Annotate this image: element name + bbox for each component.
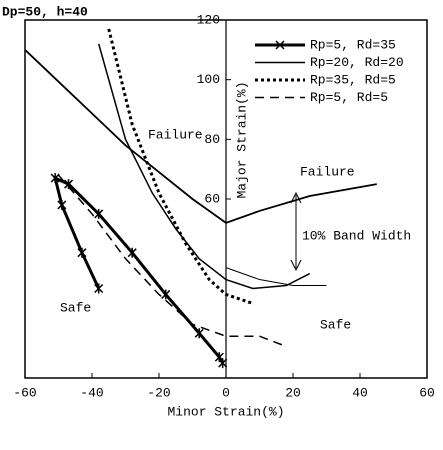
series-line	[24, 49, 377, 224]
series-line	[107, 28, 254, 305]
x-tick-label: -20	[147, 385, 170, 400]
legend-label: Rp=5, Rd=35	[310, 37, 396, 52]
marker	[127, 247, 137, 258]
marker	[161, 289, 171, 300]
chart-title: Dp=50, h=40	[2, 4, 88, 19]
y-tick-label: 120	[197, 12, 220, 27]
y-tick-label: 60	[204, 191, 220, 206]
legend-label: Rp=20, Rd=20	[310, 55, 404, 70]
series-line	[225, 267, 327, 287]
series-line	[57, 174, 284, 346]
legend-label: Rp=5, Rd=5	[310, 90, 388, 105]
x-tick-label: -60	[13, 385, 36, 400]
annotation: Safe	[320, 317, 351, 332]
x-tick-label: 60	[419, 385, 435, 400]
marker	[77, 247, 87, 258]
marker	[194, 328, 204, 339]
x-tick-label: 20	[285, 385, 301, 400]
annotation: Failure	[300, 164, 355, 179]
marker	[94, 208, 104, 219]
x-tick-label: 0	[222, 385, 230, 400]
series-line	[97, 43, 311, 290]
y-axis-label: Major Strain(%)	[234, 81, 249, 198]
x-tick-label: 40	[352, 385, 368, 400]
y-tick-label: 80	[204, 132, 220, 147]
annotation: Safe	[60, 300, 91, 315]
marker	[94, 283, 104, 294]
marker	[57, 199, 67, 210]
annotation: 10% Band Width	[302, 228, 411, 243]
marker	[218, 358, 228, 369]
legend-label: Rp=35, Rd=5	[310, 72, 396, 87]
legend-marker	[275, 40, 285, 50]
x-tick-label: -40	[80, 385, 103, 400]
y-tick-label: 100	[197, 72, 220, 87]
annotation: Failure	[148, 127, 203, 142]
x-axis-label: Minor Strain(%)	[167, 404, 284, 419]
marker	[50, 173, 60, 184]
